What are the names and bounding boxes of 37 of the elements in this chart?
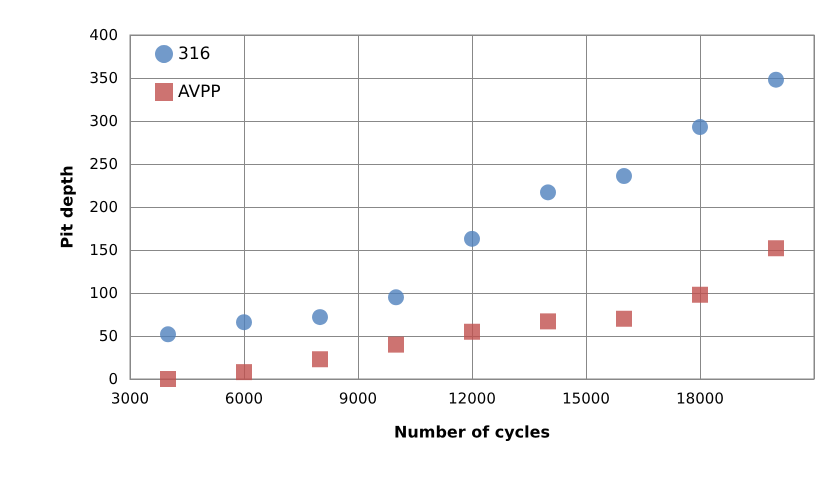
y-tick-label: 350 <box>89 69 118 87</box>
point <box>312 351 328 368</box>
point <box>160 326 176 342</box>
x-tick-label: 9000 <box>338 390 378 408</box>
point <box>388 289 404 306</box>
point <box>464 324 480 340</box>
point <box>616 310 632 327</box>
point <box>160 371 176 387</box>
y-tick-label: 300 <box>89 112 118 130</box>
x-tick-label: 18000 <box>676 390 724 408</box>
point <box>692 286 708 303</box>
point <box>464 230 480 247</box>
point <box>540 184 556 200</box>
y-axis-title: Pit depth <box>58 165 76 249</box>
legend-label: 316 <box>178 44 210 64</box>
point <box>768 240 784 256</box>
y-tick-label: 0 <box>108 370 118 388</box>
y-tick-label: 100 <box>89 284 118 302</box>
x-tick-label: 15000 <box>562 390 610 408</box>
y-tick-label: 400 <box>89 26 118 44</box>
legend-label: AVPP <box>178 82 221 102</box>
y-tick-label: 150 <box>89 241 118 259</box>
point <box>768 72 784 88</box>
x-axis-title: Number of cycles <box>394 422 550 442</box>
y-tick-label: 50 <box>98 327 118 345</box>
x-tick-label: 6000 <box>224 390 264 408</box>
point <box>692 119 708 136</box>
point <box>616 168 632 184</box>
point <box>236 364 252 380</box>
x-tick-label: 3000 <box>110 390 150 408</box>
point <box>540 313 556 330</box>
y-tick-label: 200 <box>89 198 118 216</box>
y-tick-label: 250 <box>89 155 118 173</box>
x-tick-label: 12000 <box>448 390 496 408</box>
point <box>388 336 404 353</box>
point <box>312 309 328 326</box>
point <box>236 314 252 330</box>
